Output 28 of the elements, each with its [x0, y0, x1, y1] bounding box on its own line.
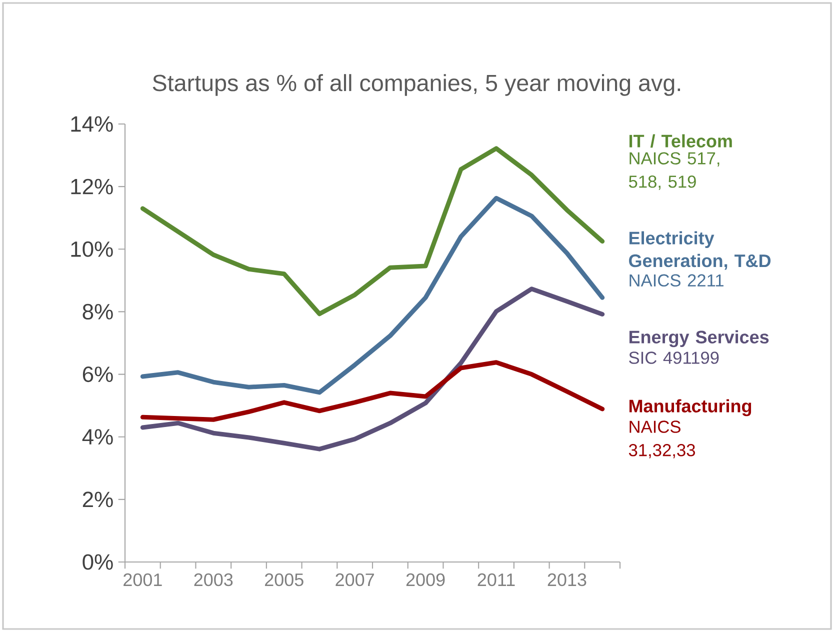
text: IT / Telecom — [629, 134, 732, 148]
y-tick-label: 6% — [82, 366, 113, 382]
y-tick-label: 12% — [71, 178, 113, 194]
series-label: Manufacturing — [629, 399, 752, 416]
x-tick-label: 2005 — [264, 573, 304, 586]
y-tick-label: 10% — [71, 241, 113, 257]
y-tick-label: 8% — [82, 304, 113, 320]
text: NAICS 517, 518, 519 — [628, 152, 720, 190]
y-tick-label: 14% — [71, 116, 113, 132]
text: NAICS 2211 — [630, 274, 724, 287]
line-series — [140, 286, 605, 452]
x-tick-label: 2001 — [124, 573, 162, 586]
text: Electricity Generation, T&D — [629, 231, 771, 270]
text: NAICS 31,32,33 — [628, 420, 695, 458]
y-tick-label: 0% — [82, 554, 113, 570]
text: SIC 491199 — [629, 352, 719, 364]
y-tick-label: 4% — [82, 429, 113, 445]
x-tick-label: 2011 — [478, 573, 515, 586]
x-tick-label: 2007 — [336, 573, 374, 586]
x-tick-label: 2003 — [194, 573, 233, 586]
x-tick-label: 2013 — [548, 573, 586, 586]
line-series — [140, 196, 605, 395]
series-label: Energy Services — [629, 330, 769, 348]
line-series — [140, 146, 605, 316]
y-tick-label: 2% — [82, 492, 113, 508]
x-tick-label: 2009 — [406, 573, 445, 586]
chart-title: Startups as % of all companies, 5 year moving avg. — [152, 74, 680, 96]
line-series — [140, 360, 605, 422]
